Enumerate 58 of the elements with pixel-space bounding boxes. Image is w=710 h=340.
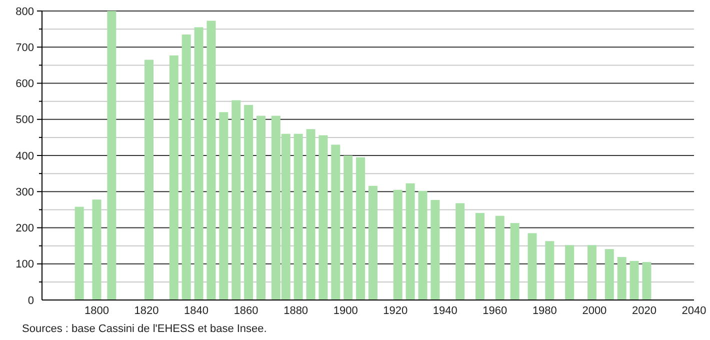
source-note: Sources : base Cassini de l'EHESS et base Insee.: [22, 323, 267, 335]
x-tick-label: 1920: [383, 305, 408, 317]
bar: [92, 200, 102, 300]
x-tick-label: 1960: [482, 305, 508, 317]
bar: [244, 104, 254, 300]
bar: [430, 200, 440, 300]
bar: [604, 249, 614, 300]
bar: [306, 129, 316, 300]
y-tick-label: 300: [16, 186, 34, 198]
x-tick-label: 1940: [432, 305, 458, 317]
bar: [194, 27, 204, 300]
x-tick-label: 1860: [234, 305, 258, 317]
bar: [475, 212, 484, 300]
bar: [630, 260, 639, 300]
y-tick-label: 600: [16, 78, 34, 90]
bar: [232, 100, 241, 300]
bar: [393, 190, 402, 300]
bar: [206, 20, 216, 300]
bar: [169, 55, 178, 300]
y-tick-label: 800: [16, 6, 34, 18]
y-tick-label: 0: [28, 294, 34, 307]
bar: [256, 116, 266, 300]
bar: [545, 241, 554, 300]
y-tick-label: 400: [16, 150, 34, 162]
x-tick-label: 1840: [184, 305, 209, 317]
y-tick-label: 200: [16, 222, 34, 235]
bar: [642, 262, 652, 300]
x-tick-label: 1880: [284, 305, 308, 317]
bar: [356, 157, 366, 300]
y-tick-label: 500: [16, 114, 34, 126]
bar: [418, 190, 428, 300]
x-tick-label: 1820: [134, 305, 159, 317]
bar: [182, 34, 191, 300]
bar: [144, 60, 154, 300]
y-tick-label: 700: [16, 42, 34, 54]
bar: [219, 112, 228, 300]
bar: [495, 216, 504, 300]
x-tick-label: 2020: [632, 305, 656, 317]
bar: [74, 206, 84, 300]
bar: [587, 245, 596, 300]
x-tick-label: 1980: [532, 305, 557, 317]
bar: [368, 186, 378, 300]
bar: [528, 233, 537, 300]
bar: [510, 223, 520, 300]
x-tick-label: 2040: [682, 305, 706, 317]
bar: [565, 245, 574, 300]
x-tick-label: 1800: [84, 305, 109, 317]
bar: [406, 183, 415, 300]
bar: [318, 135, 328, 300]
bar: [331, 144, 340, 300]
y-tick-label: 100: [16, 258, 34, 271]
bar: [294, 134, 303, 300]
bar: [344, 156, 353, 300]
x-tick-label: 2000: [582, 305, 607, 317]
bar: [107, 11, 116, 300]
x-tick-label: 1900: [333, 305, 358, 317]
bar: [456, 203, 465, 300]
bar: [617, 257, 626, 300]
